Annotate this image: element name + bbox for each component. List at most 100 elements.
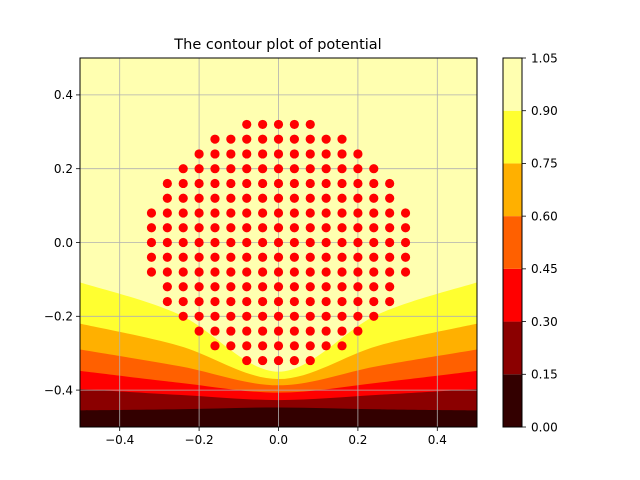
- scatter-point: [289, 296, 299, 307]
- scatter-point: [210, 164, 220, 174]
- scatter-point: [305, 341, 315, 351]
- scatter-point: [258, 237, 268, 248]
- scatter-point: [242, 119, 252, 130]
- colorbar-band: [503, 216, 522, 269]
- scatter-point: [178, 237, 188, 248]
- y-tick-label: −0.4: [44, 383, 73, 397]
- scatter-point: [210, 223, 220, 233]
- x-tick-label: 0.0: [269, 433, 288, 447]
- scatter-point: [178, 282, 188, 292]
- scatter-point: [210, 326, 220, 336]
- scatter-point: [146, 237, 157, 248]
- scatter-point: [337, 149, 347, 159]
- scatter-point: [385, 178, 395, 189]
- colorbar-tick-label: 1.05: [531, 51, 558, 65]
- scatter-point: [242, 223, 252, 233]
- scatter-point: [289, 282, 299, 292]
- scatter-point: [210, 237, 220, 248]
- scatter-point: [242, 296, 252, 307]
- scatter-point: [305, 237, 315, 248]
- scatter-point: [353, 164, 363, 174]
- scatter-point: [162, 208, 172, 218]
- y-tick-label: 0.4: [54, 88, 73, 102]
- scatter-point: [305, 252, 315, 262]
- scatter-point: [162, 178, 172, 189]
- scatter-point: [194, 252, 204, 262]
- x-tick-label: 0.4: [428, 433, 447, 447]
- scatter-point: [337, 311, 347, 321]
- scatter-points: [146, 119, 411, 366]
- scatter-point: [337, 296, 347, 307]
- scatter-point: [369, 311, 379, 321]
- scatter-point: [353, 208, 363, 218]
- scatter-point: [194, 326, 204, 336]
- scatter-point: [385, 208, 395, 218]
- x-tick-label: −0.4: [105, 433, 134, 447]
- scatter-point: [305, 282, 315, 292]
- scatter-point: [226, 282, 236, 292]
- scatter-point: [226, 267, 236, 277]
- scatter-point: [289, 178, 299, 189]
- scatter-point: [258, 267, 268, 277]
- scatter-point: [353, 252, 363, 262]
- scatter-point: [178, 267, 188, 277]
- scatter-point: [258, 355, 268, 366]
- scatter-point: [289, 311, 299, 321]
- scatter-point: [305, 311, 315, 321]
- scatter-point: [369, 296, 379, 307]
- scatter-point: [194, 267, 204, 277]
- scatter-point: [369, 267, 379, 277]
- scatter-point: [194, 282, 204, 292]
- scatter-point: [226, 208, 236, 218]
- scatter-point: [226, 164, 236, 174]
- scatter-point: [226, 193, 236, 203]
- scatter-point: [400, 252, 411, 262]
- scatter-point: [258, 252, 268, 262]
- scatter-point: [289, 149, 299, 159]
- scatter-point: [321, 252, 331, 262]
- chart-title: The contour plot of potential: [173, 37, 381, 53]
- scatter-point: [194, 237, 204, 248]
- scatter-point: [321, 178, 331, 189]
- scatter-point: [226, 223, 236, 233]
- scatter-point: [210, 208, 220, 218]
- scatter-point: [400, 237, 411, 248]
- scatter-point: [369, 237, 379, 248]
- scatter-point: [321, 208, 331, 218]
- scatter-point: [178, 252, 188, 262]
- scatter-point: [305, 134, 315, 144]
- scatter-point: [226, 252, 236, 262]
- colorbar-band: [503, 110, 522, 164]
- scatter-point: [289, 355, 299, 366]
- scatter-point: [210, 134, 220, 144]
- colorbar-band: [503, 163, 522, 217]
- scatter-point: [178, 296, 188, 307]
- scatter-point: [146, 252, 157, 262]
- y-axis: −0.4 −0.2 0.0 0.2 0.4: [44, 88, 80, 397]
- scatter-point: [289, 134, 299, 144]
- scatter-point: [385, 193, 395, 203]
- scatter-point: [194, 311, 204, 321]
- scatter-point: [194, 178, 204, 189]
- scatter-point: [305, 267, 315, 277]
- scatter-point: [321, 193, 331, 203]
- scatter-point: [226, 134, 236, 144]
- scatter-point: [369, 193, 379, 203]
- scatter-point: [194, 149, 204, 159]
- scatter-point: [400, 267, 411, 277]
- colorbar-band: [503, 321, 522, 375]
- scatter-point: [369, 164, 379, 174]
- scatter-point: [337, 193, 347, 203]
- colorbar-tick-label: 0.45: [531, 262, 558, 276]
- scatter-point: [162, 296, 172, 307]
- scatter-point: [289, 326, 299, 336]
- scatter-point: [242, 326, 252, 336]
- scatter-point: [305, 223, 315, 233]
- scatter-point: [321, 237, 331, 248]
- scatter-point: [353, 326, 363, 336]
- plot-area: [80, 58, 477, 427]
- scatter-point: [242, 134, 252, 144]
- scatter-point: [385, 267, 395, 277]
- scatter-point: [305, 119, 315, 130]
- scatter-point: [273, 267, 284, 277]
